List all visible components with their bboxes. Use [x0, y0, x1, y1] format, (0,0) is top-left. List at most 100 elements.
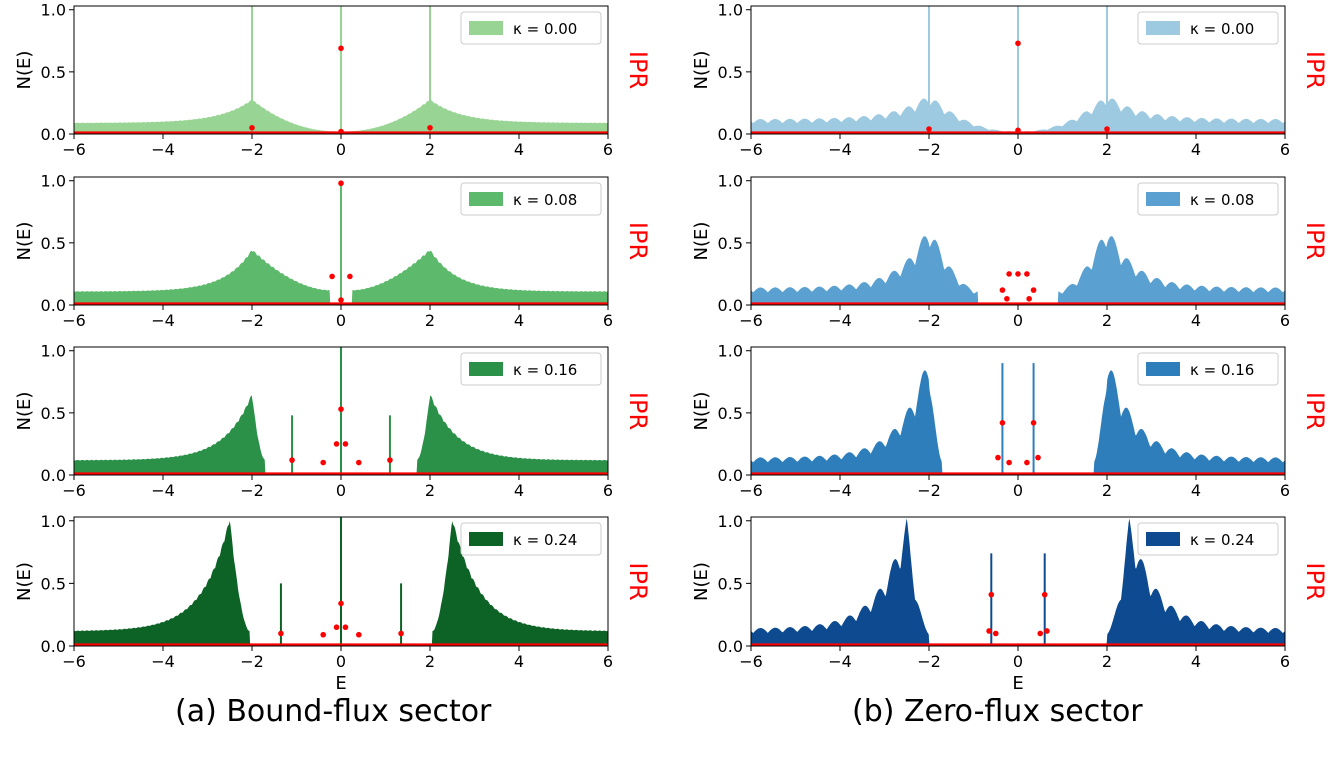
x-tick-label: 2	[1102, 311, 1112, 330]
ipr-point	[427, 124, 433, 131]
y-tick-label: 0.5	[718, 574, 743, 593]
y2-axis-label: IPR	[624, 222, 652, 260]
subplot-b-3: −6 −4 −2 0 2 4 6 0.0 0.5 1.0 N(E) IPR Eκ = 0.24	[691, 512, 1329, 690]
legend-box	[460, 182, 602, 216]
x-tick-label: 2	[425, 311, 435, 330]
x-tick-label: −2	[917, 311, 941, 330]
y-tick-label: 1.0	[718, 172, 743, 191]
y-tick-label: 0.0	[718, 466, 743, 485]
plot-area	[751, 236, 1285, 305]
y-tick-label: 1.0	[41, 342, 66, 361]
ipr-point	[356, 459, 362, 466]
y-axis-label: N(E)	[691, 392, 712, 431]
ipr-point	[333, 624, 340, 631]
x-axis-label: E	[1012, 673, 1023, 690]
ipr-point	[1015, 40, 1021, 47]
ipr-point	[1037, 630, 1044, 637]
ipr-point	[1041, 591, 1048, 598]
x-tick-label: −4	[828, 140, 852, 159]
dos-area	[751, 518, 1285, 646]
dos-area	[751, 370, 1285, 475]
legend-label: κ = 0.08	[513, 191, 577, 209]
x-tick-label: 2	[1102, 140, 1112, 159]
caption-bound-flux: (a) Bound-flux sector	[175, 694, 492, 729]
x-tick-label: 4	[1191, 481, 1201, 500]
plot-area	[74, 180, 608, 305]
x-tick-label: −4	[828, 652, 852, 671]
legend: κ = 0.08	[460, 182, 602, 216]
plot-area	[751, 518, 1285, 646]
subplot-a-2: −6 −4 −2 0 2 4 6 0.0 0.5 1.0 N(E) IPR κ = 0.16	[14, 342, 652, 500]
x-tick-label: −2	[917, 652, 941, 671]
x-tick-label: 6	[603, 481, 613, 500]
ipr-point	[356, 631, 362, 638]
dos-area	[74, 521, 608, 646]
subplot-b-1: −6 −4 −2 0 2 4 6 0.0 0.5 1.0 N(E) IPR κ = 0.08	[691, 172, 1329, 330]
x-tick-label: 6	[603, 140, 613, 159]
x-tick-label: 0	[336, 140, 346, 159]
plot-area	[74, 517, 608, 646]
x-tick-label: 2	[425, 652, 435, 671]
ipr-point	[1006, 459, 1012, 466]
y-tick-label: 1.0	[41, 1, 66, 20]
ipr-point	[338, 128, 344, 134]
x-tick-label: 2	[1102, 481, 1112, 500]
legend-swatch	[469, 21, 503, 35]
ipr-point	[1104, 126, 1110, 132]
y-axis-label: N(E)	[14, 51, 35, 90]
y2-axis-label: IPR	[624, 562, 652, 600]
x-tick-label: 4	[514, 140, 524, 159]
y-tick-label: 1.0	[41, 512, 66, 531]
x-tick-label: −4	[151, 311, 175, 330]
ipr-point	[333, 441, 340, 447]
subplot-a-0: −6 −4 −2 0 2 4 6 0.0 0.5 1.0 N(E) IPR κ = 0.00	[14, 1, 652, 159]
ipr-point	[329, 273, 335, 280]
y-tick-label: 0.5	[41, 574, 66, 593]
y2-axis-label: IPR	[624, 392, 652, 430]
ipr-point	[278, 630, 284, 637]
y-tick-label: 1.0	[718, 512, 743, 531]
x-tick-label: 0	[336, 311, 346, 330]
y2-axis-label: IPR	[1301, 222, 1329, 260]
y-tick-label: 1.0	[718, 1, 743, 20]
dos-area	[74, 250, 608, 305]
y2-axis-label: IPR	[1301, 562, 1329, 600]
legend-label: κ = 0.24	[513, 531, 577, 549]
ipr-point	[289, 457, 295, 463]
legend-box	[460, 352, 602, 386]
x-tick-label: 4	[1191, 311, 1201, 330]
x-tick-label: −4	[151, 652, 175, 671]
x-tick-label: 0	[336, 652, 346, 671]
y-axis-label: N(E)	[691, 222, 712, 261]
ipr-point	[999, 420, 1006, 426]
y-tick-label: 0.5	[41, 234, 66, 253]
legend: κ = 0.24	[1137, 522, 1279, 556]
x-tick-label: 6	[1280, 311, 1290, 330]
y-tick-label: 0.0	[41, 296, 66, 315]
y-tick-label: 1.0	[718, 342, 743, 361]
ipr-point	[1035, 454, 1041, 461]
y-tick-label: 0.5	[41, 404, 66, 423]
x-tick-label: 6	[603, 311, 613, 330]
ipr-point	[338, 180, 344, 187]
legend-box	[1137, 11, 1279, 45]
y-tick-label: 0.5	[718, 404, 743, 423]
plot-area	[74, 347, 608, 475]
y-tick-label: 0.0	[718, 296, 743, 315]
subplot-a-1: −6 −4 −2 0 2 4 6 0.0 0.5 1.0 N(E) IPR κ = 0.08	[14, 172, 652, 330]
dos-area	[74, 395, 608, 475]
legend: κ = 0.24	[460, 522, 602, 556]
ipr-point	[338, 406, 344, 412]
legend-label: κ = 0.16	[1190, 361, 1254, 379]
x-tick-label: 4	[514, 481, 524, 500]
x-tick-label: −6	[62, 140, 86, 159]
legend-label: κ = 0.16	[513, 361, 577, 379]
ipr-point	[1006, 271, 1012, 277]
dos-area	[751, 98, 1285, 134]
subplot-b-0: −6 −4 −2 0 2 4 6 0.0 0.5 1.0 N(E) IPR κ = 0.00	[691, 1, 1329, 159]
x-tick-label: −2	[240, 311, 264, 330]
caption-zero-flux: (b) Zero-flux sector	[852, 694, 1143, 729]
legend: κ = 0.00	[460, 11, 602, 45]
ipr-point	[320, 631, 327, 638]
ipr-point	[338, 45, 344, 52]
